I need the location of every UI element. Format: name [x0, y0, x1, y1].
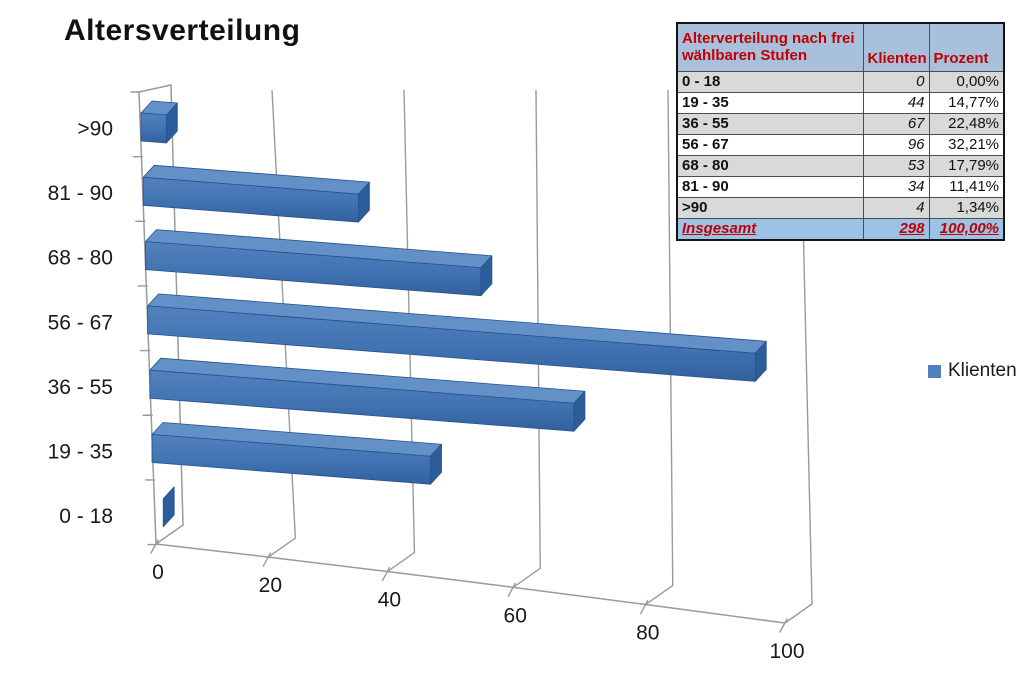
total-label: Insgesamt — [676, 217, 864, 241]
cell-klienten: 67 — [862, 112, 930, 135]
legend-label: Klienten — [948, 360, 1017, 381]
gridlines — [150, 89, 813, 633]
svg-text:60: 60 — [504, 604, 527, 627]
table-row: >90 4 1,34% — [676, 196, 1005, 219]
cell-prozent: 11,41% — [928, 175, 1005, 198]
header-klienten: Klienten — [862, 22, 930, 72]
cell-prozent: 32,21% — [928, 133, 1005, 156]
bar-81-90 — [142, 164, 370, 223]
chart-title: Altersverteilung — [64, 14, 301, 47]
cell-stufe: 56 - 67 — [676, 133, 864, 156]
data-table: Alterverteilung nach frei wählbaren Stuf… — [676, 22, 1005, 241]
svg-text:81 - 90: 81 - 90 — [48, 182, 113, 205]
cell-prozent: 14,77% — [928, 91, 1005, 114]
cell-prozent: 1,34% — [928, 196, 1005, 219]
header-stufen: Alterverteilung nach frei wählbaren Stuf… — [676, 22, 864, 72]
svg-text:0 - 18: 0 - 18 — [59, 505, 113, 528]
cell-klienten: 53 — [862, 154, 930, 177]
cell-klienten: 96 — [862, 133, 930, 156]
total-klienten: 298 — [862, 217, 930, 241]
table-row: 68 - 80 53 17,79% — [676, 154, 1005, 177]
table-row: 19 - 35 44 14,77% — [676, 91, 1005, 114]
table-total-row: Insgesamt 298 100,00% — [676, 217, 1005, 241]
chart-legend: Klienten — [928, 360, 1017, 382]
bar-36-55 — [149, 357, 586, 432]
cell-klienten: 34 — [862, 175, 930, 198]
table-row: 0 - 18 0 0,00% — [676, 70, 1005, 93]
cell-stufe: 68 - 80 — [676, 154, 864, 177]
axis-labels: 0 20 40 60 80 100 >90 81 - 90 68 - 80 56 - 67 36 -… — [48, 117, 805, 663]
cell-prozent: 0,00% — [928, 70, 1005, 93]
bar-68-80 — [144, 229, 493, 297]
cell-stufe: >90 — [676, 196, 864, 219]
svg-text:68 - 80: 68 - 80 — [48, 247, 113, 270]
svg-text:80: 80 — [636, 621, 659, 644]
svg-text:40: 40 — [378, 589, 401, 612]
total-prozent: 100,00% — [928, 217, 1005, 241]
table-header-row: Alterverteilung nach frei wählbaren Stuf… — [676, 22, 1005, 72]
cell-stufe: 81 - 90 — [676, 175, 864, 198]
header-prozent: Prozent — [928, 22, 1005, 72]
svg-text:20: 20 — [259, 574, 282, 597]
cell-prozent: 17,79% — [928, 154, 1005, 177]
table-row: 36 - 55 67 22,48% — [676, 112, 1005, 135]
cell-stufe: 36 - 55 — [676, 112, 864, 135]
svg-text:0: 0 — [152, 561, 164, 584]
cell-prozent: 22,48% — [928, 112, 1005, 135]
legend-swatch — [928, 364, 941, 378]
bar->90 — [140, 100, 178, 144]
cell-stufe: 0 - 18 — [676, 70, 864, 93]
svg-text:19 - 35: 19 - 35 — [48, 441, 113, 464]
table-row: 81 - 90 34 11,41% — [676, 175, 1005, 198]
bar-0-18 — [162, 486, 175, 528]
bar-series-klienten — [140, 100, 767, 528]
cell-klienten: 0 — [862, 70, 930, 93]
cell-stufe: 19 - 35 — [676, 91, 864, 114]
svg-text:56 - 67: 56 - 67 — [48, 311, 113, 334]
svg-text:100: 100 — [769, 640, 804, 663]
cell-klienten: 4 — [862, 196, 930, 219]
cell-klienten: 44 — [862, 91, 930, 114]
bar-56-67 — [147, 293, 767, 382]
table-row: 56 - 67 96 32,21% — [676, 133, 1005, 156]
svg-text:>90: >90 — [77, 117, 113, 140]
svg-text:36 - 55: 36 - 55 — [48, 376, 113, 399]
bar-19-35 — [151, 422, 442, 485]
